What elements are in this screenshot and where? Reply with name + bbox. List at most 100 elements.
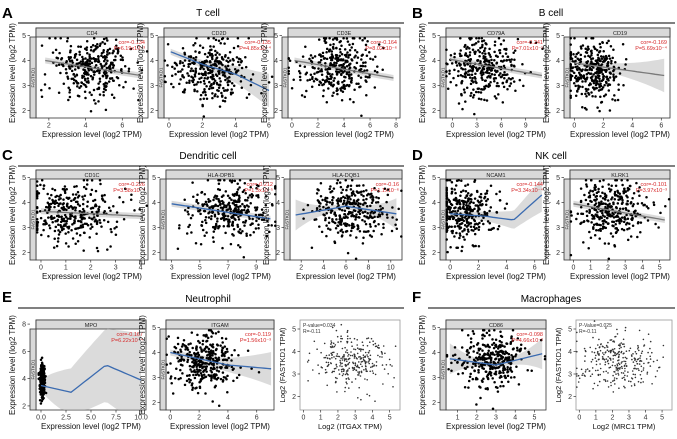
data-point <box>365 204 369 208</box>
data-point <box>205 84 208 88</box>
data-point <box>237 243 240 247</box>
data-point <box>201 220 204 224</box>
data-point <box>448 179 452 182</box>
data-point <box>458 64 462 67</box>
data-point <box>43 83 47 86</box>
data-point <box>255 219 258 223</box>
data-point <box>482 377 485 381</box>
data-point <box>219 202 222 206</box>
data-point <box>331 198 334 202</box>
data-point <box>204 200 208 204</box>
data-point <box>226 374 229 378</box>
data-point <box>460 329 464 332</box>
data-point <box>621 43 625 46</box>
data-point <box>589 199 592 203</box>
data-point <box>605 210 608 214</box>
data-point <box>654 222 657 226</box>
data-point <box>587 54 590 58</box>
data-point <box>99 62 102 66</box>
data-point <box>68 95 72 99</box>
data-point <box>116 51 119 55</box>
data-point <box>514 354 517 358</box>
data-point <box>335 181 339 185</box>
data-point <box>194 242 198 245</box>
data-point <box>481 66 485 70</box>
data-point <box>335 329 338 332</box>
data-point <box>478 195 481 199</box>
data-point <box>79 45 83 49</box>
data-point <box>106 39 109 42</box>
data-point <box>332 370 334 373</box>
data-point <box>195 198 199 202</box>
data-point <box>176 356 179 360</box>
data-point <box>213 385 217 389</box>
data-point <box>585 89 588 93</box>
data-point <box>111 63 115 67</box>
data-point <box>270 75 274 79</box>
x-tick-label: 2 <box>606 265 610 272</box>
data-point <box>77 66 80 70</box>
data-point <box>446 250 449 254</box>
data-point <box>221 380 225 383</box>
data-point <box>179 78 182 81</box>
data-point <box>360 193 363 196</box>
data-point <box>274 193 277 196</box>
data-point <box>593 47 597 50</box>
data-point <box>503 367 507 371</box>
data-point <box>609 44 613 48</box>
data-point <box>582 219 586 223</box>
data-point <box>330 343 332 345</box>
data-point <box>569 94 572 98</box>
data-point <box>604 93 608 96</box>
data-point <box>89 48 93 52</box>
data-point <box>606 199 610 202</box>
data-point <box>136 61 139 64</box>
data-point <box>82 231 86 235</box>
data-point <box>474 66 478 70</box>
data-point <box>85 39 89 43</box>
data-point <box>481 333 485 336</box>
data-point <box>327 363 330 366</box>
data-point <box>183 198 186 202</box>
data-point <box>349 198 352 201</box>
data-point <box>324 356 327 359</box>
data-point <box>604 194 608 197</box>
data-point <box>326 384 329 387</box>
data-point <box>65 208 68 212</box>
data-point <box>478 50 482 54</box>
data-point <box>473 112 476 116</box>
data-point <box>58 51 61 55</box>
data-point <box>581 85 584 89</box>
data-point <box>611 196 614 199</box>
data-point <box>341 188 345 191</box>
data-point <box>505 351 509 355</box>
data-point <box>495 61 499 64</box>
data-point <box>580 92 584 96</box>
data-point <box>233 204 237 207</box>
data-point <box>208 87 211 91</box>
data-point <box>381 356 383 358</box>
data-point <box>463 238 466 241</box>
data-point <box>114 38 118 41</box>
data-point <box>506 87 509 91</box>
data-point <box>312 369 314 371</box>
data-point <box>494 338 498 341</box>
data-point <box>586 88 590 91</box>
data-point <box>481 380 484 383</box>
data-point <box>357 210 360 214</box>
data-point <box>194 71 197 74</box>
side-strip <box>439 36 447 119</box>
data-point <box>323 342 326 345</box>
data-point <box>607 89 611 92</box>
data-point <box>178 224 181 227</box>
data-point <box>355 357 358 359</box>
data-point <box>330 340 332 342</box>
data-point <box>237 354 240 357</box>
data-point <box>509 376 513 379</box>
y-tick-label: 4 <box>292 349 296 356</box>
data-point <box>612 69 615 73</box>
data-point <box>613 94 616 97</box>
data-point <box>75 62 79 66</box>
data-point <box>346 197 349 200</box>
data-point <box>354 54 357 58</box>
